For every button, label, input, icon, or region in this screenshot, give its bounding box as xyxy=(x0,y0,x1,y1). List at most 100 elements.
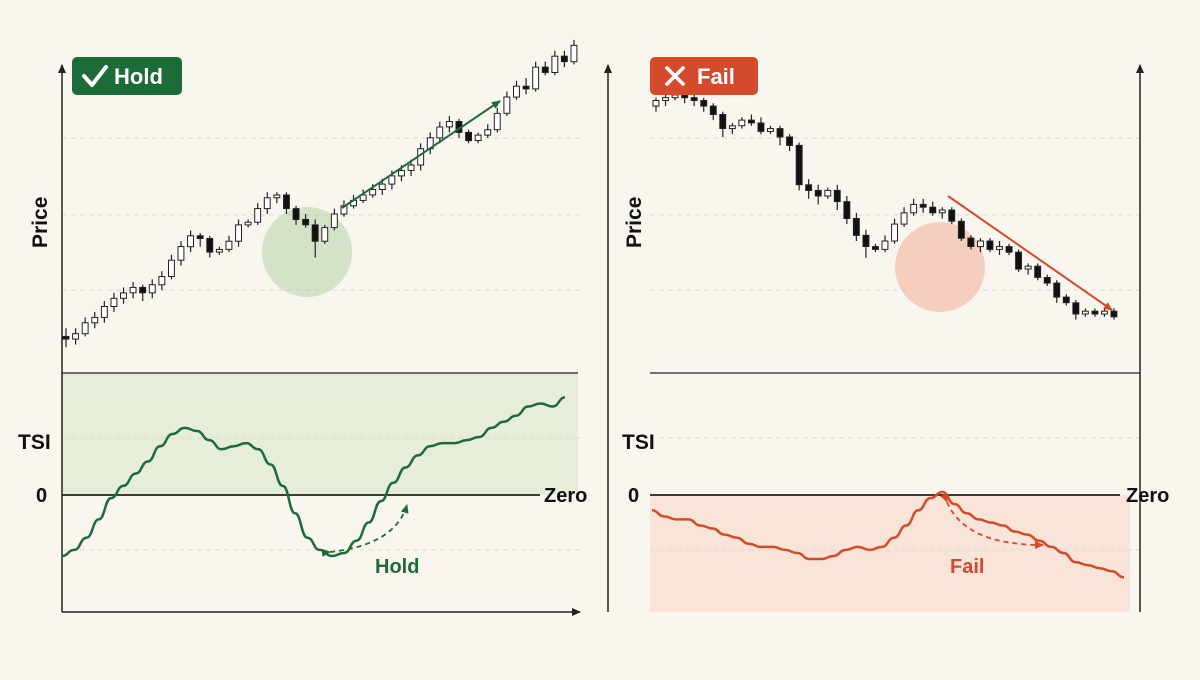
hold-candle-body xyxy=(120,292,127,299)
fail-highlight-circle xyxy=(895,222,985,312)
hold-panel: Hold Price TSI 0 Zero Hold xyxy=(18,39,587,616)
hold-candle-body xyxy=(560,55,568,63)
hold-candle-body xyxy=(263,197,271,210)
fail-candle-body xyxy=(1110,310,1118,318)
hold-candle-body xyxy=(522,85,530,90)
fail-candle-body xyxy=(852,218,860,236)
hold-candle-body xyxy=(168,259,175,278)
fail-candle-body xyxy=(833,189,841,203)
fail-candle-body xyxy=(757,122,765,132)
hold-candle-body xyxy=(445,121,453,128)
fail-candle-body xyxy=(700,100,708,107)
hold-badge-label: Hold xyxy=(114,64,163,89)
hold-candle-body xyxy=(321,227,329,242)
fail-candle-body xyxy=(967,237,975,248)
hold-candle-body xyxy=(81,322,89,335)
hold-candle-body xyxy=(196,235,204,240)
check-icon xyxy=(82,65,108,87)
fail-annotation-label: Fail xyxy=(950,556,984,578)
hold-candle-body xyxy=(129,286,137,294)
hold-candle-body xyxy=(254,208,262,223)
hold-candle-body xyxy=(484,129,492,136)
fail-candle-body xyxy=(1034,265,1042,278)
fail-candles xyxy=(652,86,1118,320)
fail-candle-body xyxy=(662,97,669,101)
fail-candle-body xyxy=(948,209,956,222)
hold-tsi-line xyxy=(61,396,566,558)
fail-trend-arrow xyxy=(947,195,1113,311)
hold-candle-body xyxy=(177,246,185,261)
hold-candle-body xyxy=(235,224,243,242)
hold-highlight-circle xyxy=(262,207,352,297)
hold-candle-body xyxy=(436,126,444,139)
fail-candle-body xyxy=(671,94,679,99)
fail-candle-body xyxy=(1024,265,1032,270)
hold-candle-body xyxy=(244,221,252,226)
hold-candle-body xyxy=(330,213,338,229)
hold-candle-body xyxy=(359,194,367,201)
fail-candle-body xyxy=(814,189,822,197)
fail-candle-body xyxy=(824,189,832,197)
hold-candle-body xyxy=(493,112,501,131)
fail-candle-body xyxy=(738,119,746,127)
hold-candle-body xyxy=(273,194,281,199)
hold-zero-label: Zero xyxy=(544,485,587,507)
fail-candle-body xyxy=(786,136,793,146)
fail-candle-body xyxy=(1043,277,1051,284)
fail-tsi-line xyxy=(651,490,1125,579)
fail-badge: Fail xyxy=(650,57,758,95)
hold-candle-body xyxy=(283,194,290,210)
hold-candle-body xyxy=(532,66,540,90)
fail-candle-body xyxy=(709,105,717,115)
fail-candle-body xyxy=(843,201,851,220)
fail-candle-body xyxy=(862,234,870,248)
fail-candle-body xyxy=(929,206,937,214)
fail-candle-body xyxy=(795,144,803,186)
hold-candle-body xyxy=(388,175,396,185)
hold-candle-body xyxy=(503,96,511,114)
fail-candle-body xyxy=(681,94,689,99)
hold-candle-body xyxy=(302,218,310,226)
fail-candle-body xyxy=(919,203,927,208)
fail-candle-body xyxy=(1101,310,1108,315)
fail-candle-body xyxy=(1005,246,1013,253)
fail-candle-body xyxy=(1091,310,1099,315)
fail-candle-body xyxy=(1053,282,1061,298)
fail-candle-body xyxy=(728,125,736,130)
hold-rebound-arrow xyxy=(321,504,409,557)
fail-candle-body xyxy=(1081,310,1089,315)
fail-badge-label: Fail xyxy=(697,64,735,89)
fail-candle-body xyxy=(805,184,813,191)
hold-candle-body xyxy=(110,297,118,307)
fail-candle-body xyxy=(986,240,994,250)
fail-candle-body xyxy=(652,100,660,107)
hold-trend-arrow xyxy=(341,100,501,209)
fail-candle-body xyxy=(996,246,1003,250)
hold-candle-body xyxy=(148,284,156,294)
fail-candle-body xyxy=(900,212,908,225)
fail-candle-body xyxy=(957,220,965,239)
hold-candle-body xyxy=(551,55,559,73)
fail-candle-body xyxy=(910,203,918,214)
fail-candle-body xyxy=(1015,251,1022,270)
fail-candle-body xyxy=(719,114,727,129)
hold-candle-body xyxy=(215,248,223,253)
fail-candle-body xyxy=(1072,302,1080,315)
fail-candle-body xyxy=(748,119,755,124)
fail-candle-body xyxy=(891,223,898,242)
hold-candle-body xyxy=(62,335,70,340)
hold-candle-body xyxy=(398,170,405,177)
fail-panel: Fail Price TSI 0 Zero Fail xyxy=(604,57,1169,612)
fail-candle-body xyxy=(1062,296,1070,304)
hold-candle-body xyxy=(513,85,520,98)
x-icon xyxy=(665,66,685,86)
fail-rejection-arrow xyxy=(940,493,1044,549)
hold-candles xyxy=(62,39,578,348)
hold-candle-body xyxy=(407,164,415,171)
hold-candle-body xyxy=(100,306,108,318)
fail-zero-label: Zero xyxy=(1126,485,1169,507)
hold-candle-body xyxy=(292,208,300,221)
hold-candle-body xyxy=(72,333,79,340)
hold-annotation-label: Hold xyxy=(375,556,419,578)
